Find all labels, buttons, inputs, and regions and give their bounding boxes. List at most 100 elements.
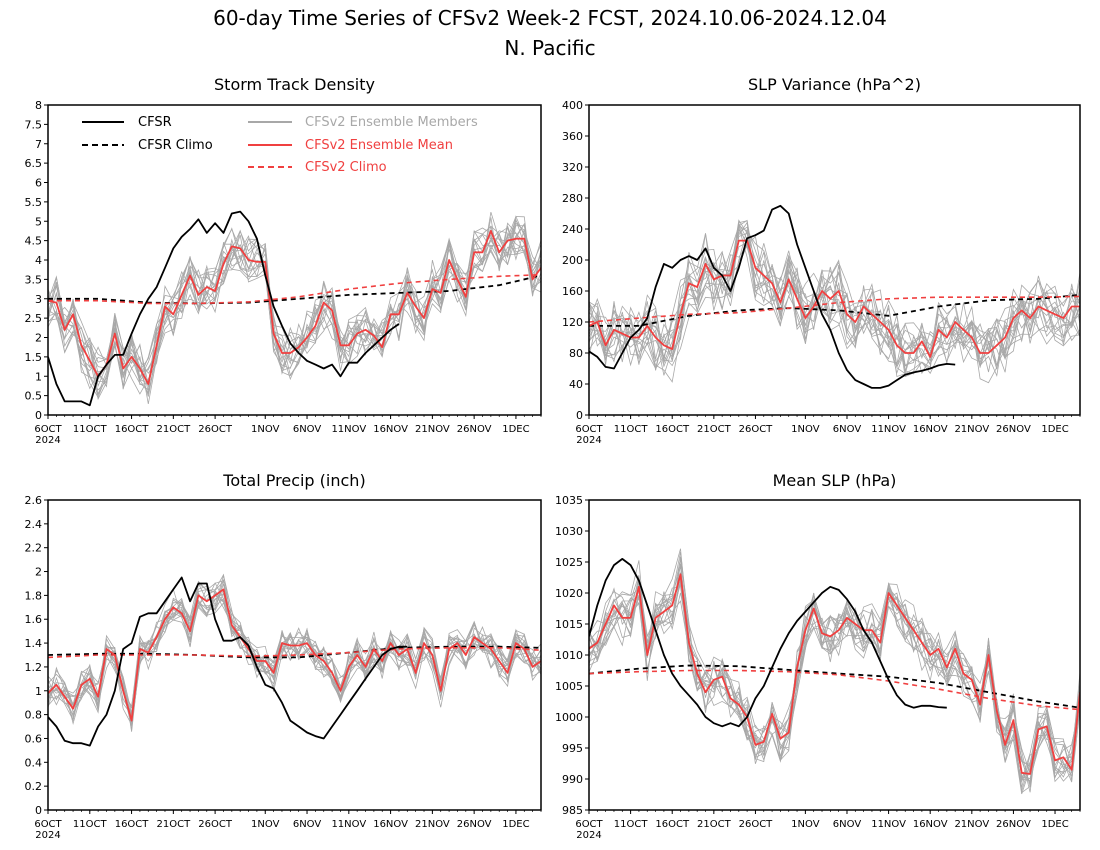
y-tick-label: 1.5 — [25, 351, 43, 364]
y-tick-label: 1000 — [555, 711, 583, 724]
ensemble-member-line — [589, 566, 1080, 784]
x-year-label: 2024 — [576, 830, 601, 841]
x-tick-label: 21OCT — [156, 424, 191, 435]
ensemble-member-line — [589, 563, 1080, 795]
x-tick-label: 1NOV — [251, 819, 280, 830]
y-tick-label: 1025 — [555, 556, 583, 569]
series-line-cfsr — [48, 210, 400, 407]
y-tick-label: 40 — [569, 378, 583, 391]
y-tick-label: 2.5 — [25, 312, 43, 325]
x-tick-label: 11NOV — [871, 424, 906, 435]
legend-members-label: CFSv2 Ensemble Members — [305, 115, 478, 130]
y-tick-label: 0 — [576, 409, 583, 422]
x-tick-label: 16NOV — [913, 819, 948, 830]
ensemble-member-line — [48, 226, 541, 391]
series-line-ens-mean — [48, 588, 541, 722]
series-line-ens-mean — [589, 239, 1080, 358]
y-tick-label: 1 — [35, 370, 42, 383]
y-tick-label: 320 — [562, 161, 583, 174]
y-tick-label: 1.2 — [25, 661, 43, 674]
x-tick-label: 16OCT — [655, 424, 690, 435]
y-tick-label: 3.5 — [25, 273, 43, 286]
panel-title-total-precip: Total Precip (inch) — [222, 471, 365, 490]
x-tick-label: 26NOV — [996, 819, 1031, 830]
plot-area — [589, 204, 1080, 389]
x-tick-label: 21NOV — [415, 819, 450, 830]
x-year-label: 2024 — [35, 830, 60, 841]
x-year-label: 2024 — [35, 435, 60, 446]
y-tick-label: 0.5 — [25, 390, 43, 403]
y-tick-label: 1.4 — [25, 637, 43, 650]
y-tick-label: 2.4 — [25, 518, 43, 531]
y-tick-label: 0.6 — [25, 732, 43, 745]
series-line-cfsr-climo — [589, 664, 1080, 709]
x-tick-label: 16OCT — [655, 819, 690, 830]
x-tick-label: 1DEC — [1041, 819, 1068, 830]
y-tick-label: 0.8 — [25, 709, 43, 722]
x-tick-label: 11NOV — [871, 819, 906, 830]
x-tick-label: 6OCT — [34, 424, 62, 435]
ensemble-member-line — [589, 229, 1080, 375]
x-tick-label: 21NOV — [954, 819, 989, 830]
y-tick-label: 1015 — [555, 618, 583, 631]
y-tick-label: 985 — [562, 804, 583, 817]
x-tick-label: 26NOV — [457, 424, 492, 435]
y-tick-label: 8 — [35, 99, 42, 112]
y-tick-label: 360 — [562, 130, 583, 143]
x-tick-label: 16OCT — [115, 819, 150, 830]
series-line-cfsv2-climo — [589, 295, 1080, 323]
plot-area — [589, 548, 1080, 795]
x-tick-label: 16NOV — [913, 424, 948, 435]
y-tick-label: 995 — [562, 742, 583, 755]
ensemble-member-line — [589, 233, 1080, 366]
y-tick-label: 0 — [35, 804, 42, 817]
y-tick-label: 1.8 — [25, 589, 43, 602]
x-tick-label: 26OCT — [739, 819, 774, 830]
y-tick-label: 2.6 — [25, 494, 43, 507]
legend-cfsv2-climo-label: CFSv2 Climo — [305, 160, 387, 175]
ensemble-member-line — [48, 232, 541, 404]
series-line-cfsr — [48, 576, 408, 747]
y-tick-label: 6 — [35, 177, 42, 190]
ensemble-member-line — [589, 221, 1080, 378]
series-line-cfsv2-climo — [589, 669, 1080, 711]
ensemble-member-line — [589, 219, 1080, 375]
y-tick-label: 0 — [35, 409, 42, 422]
figure-title: 60-day Time Series of CFSv2 Week-2 FCST,… — [213, 6, 887, 30]
x-tick-label: 6NOV — [293, 819, 322, 830]
y-tick-label: 1 — [35, 685, 42, 698]
panel-title-slp-variance: SLP Variance (hPa^2) — [748, 75, 921, 94]
x-tick-label: 26OCT — [198, 424, 233, 435]
x-tick-label: 1NOV — [791, 819, 820, 830]
y-tick-label: 1030 — [555, 525, 583, 538]
x-tick-label: 26NOV — [996, 424, 1031, 435]
y-tick-label: 6.5 — [25, 157, 43, 170]
series-line-ens-mean — [48, 229, 541, 385]
y-tick-label: 7.5 — [25, 118, 43, 131]
x-tick-label: 6OCT — [34, 819, 62, 830]
panel-slp-variance: SLP Variance (hPa^2) 0 40 80 120 160 200 240 280… — [562, 75, 1081, 446]
legend-cfsr-label: CFSR — [138, 115, 172, 130]
x-tick-label: 21OCT — [156, 819, 191, 830]
legend-ens-mean-label: CFSv2 Ensemble Mean — [305, 138, 453, 153]
y-tick-label: 200 — [562, 254, 583, 267]
y-tick-label: 240 — [562, 223, 583, 236]
y-tick-label: 2 — [35, 332, 42, 345]
y-tick-label: 5.5 — [25, 196, 43, 209]
x-tick-label: 6NOV — [833, 424, 862, 435]
x-tick-label: 11OCT — [614, 819, 649, 830]
x-tick-label: 11OCT — [73, 819, 108, 830]
x-tick-label: 1NOV — [791, 424, 820, 435]
x-tick-label: 11OCT — [614, 424, 649, 435]
panel-storm-track-density: Storm Track Density 0 0.5 1 1.5 2 2.5 3 3.5 4 4.5 5… — [25, 75, 542, 446]
y-tick-label: 5 — [35, 215, 42, 228]
panel-total-precip: Total Precip (inch) 0 0.2 0.4 0.6 0.8 1 1.2 1.4 1… — [25, 471, 542, 841]
ensemble-member-line — [48, 590, 541, 710]
x-tick-label: 16OCT — [115, 424, 150, 435]
x-year-label: 2024 — [576, 435, 601, 446]
y-tick-label: 0.4 — [25, 756, 43, 769]
x-tick-label: 16NOV — [373, 819, 408, 830]
series-line-cfsv2-climo — [48, 273, 541, 305]
y-tick-label: 80 — [569, 347, 583, 360]
